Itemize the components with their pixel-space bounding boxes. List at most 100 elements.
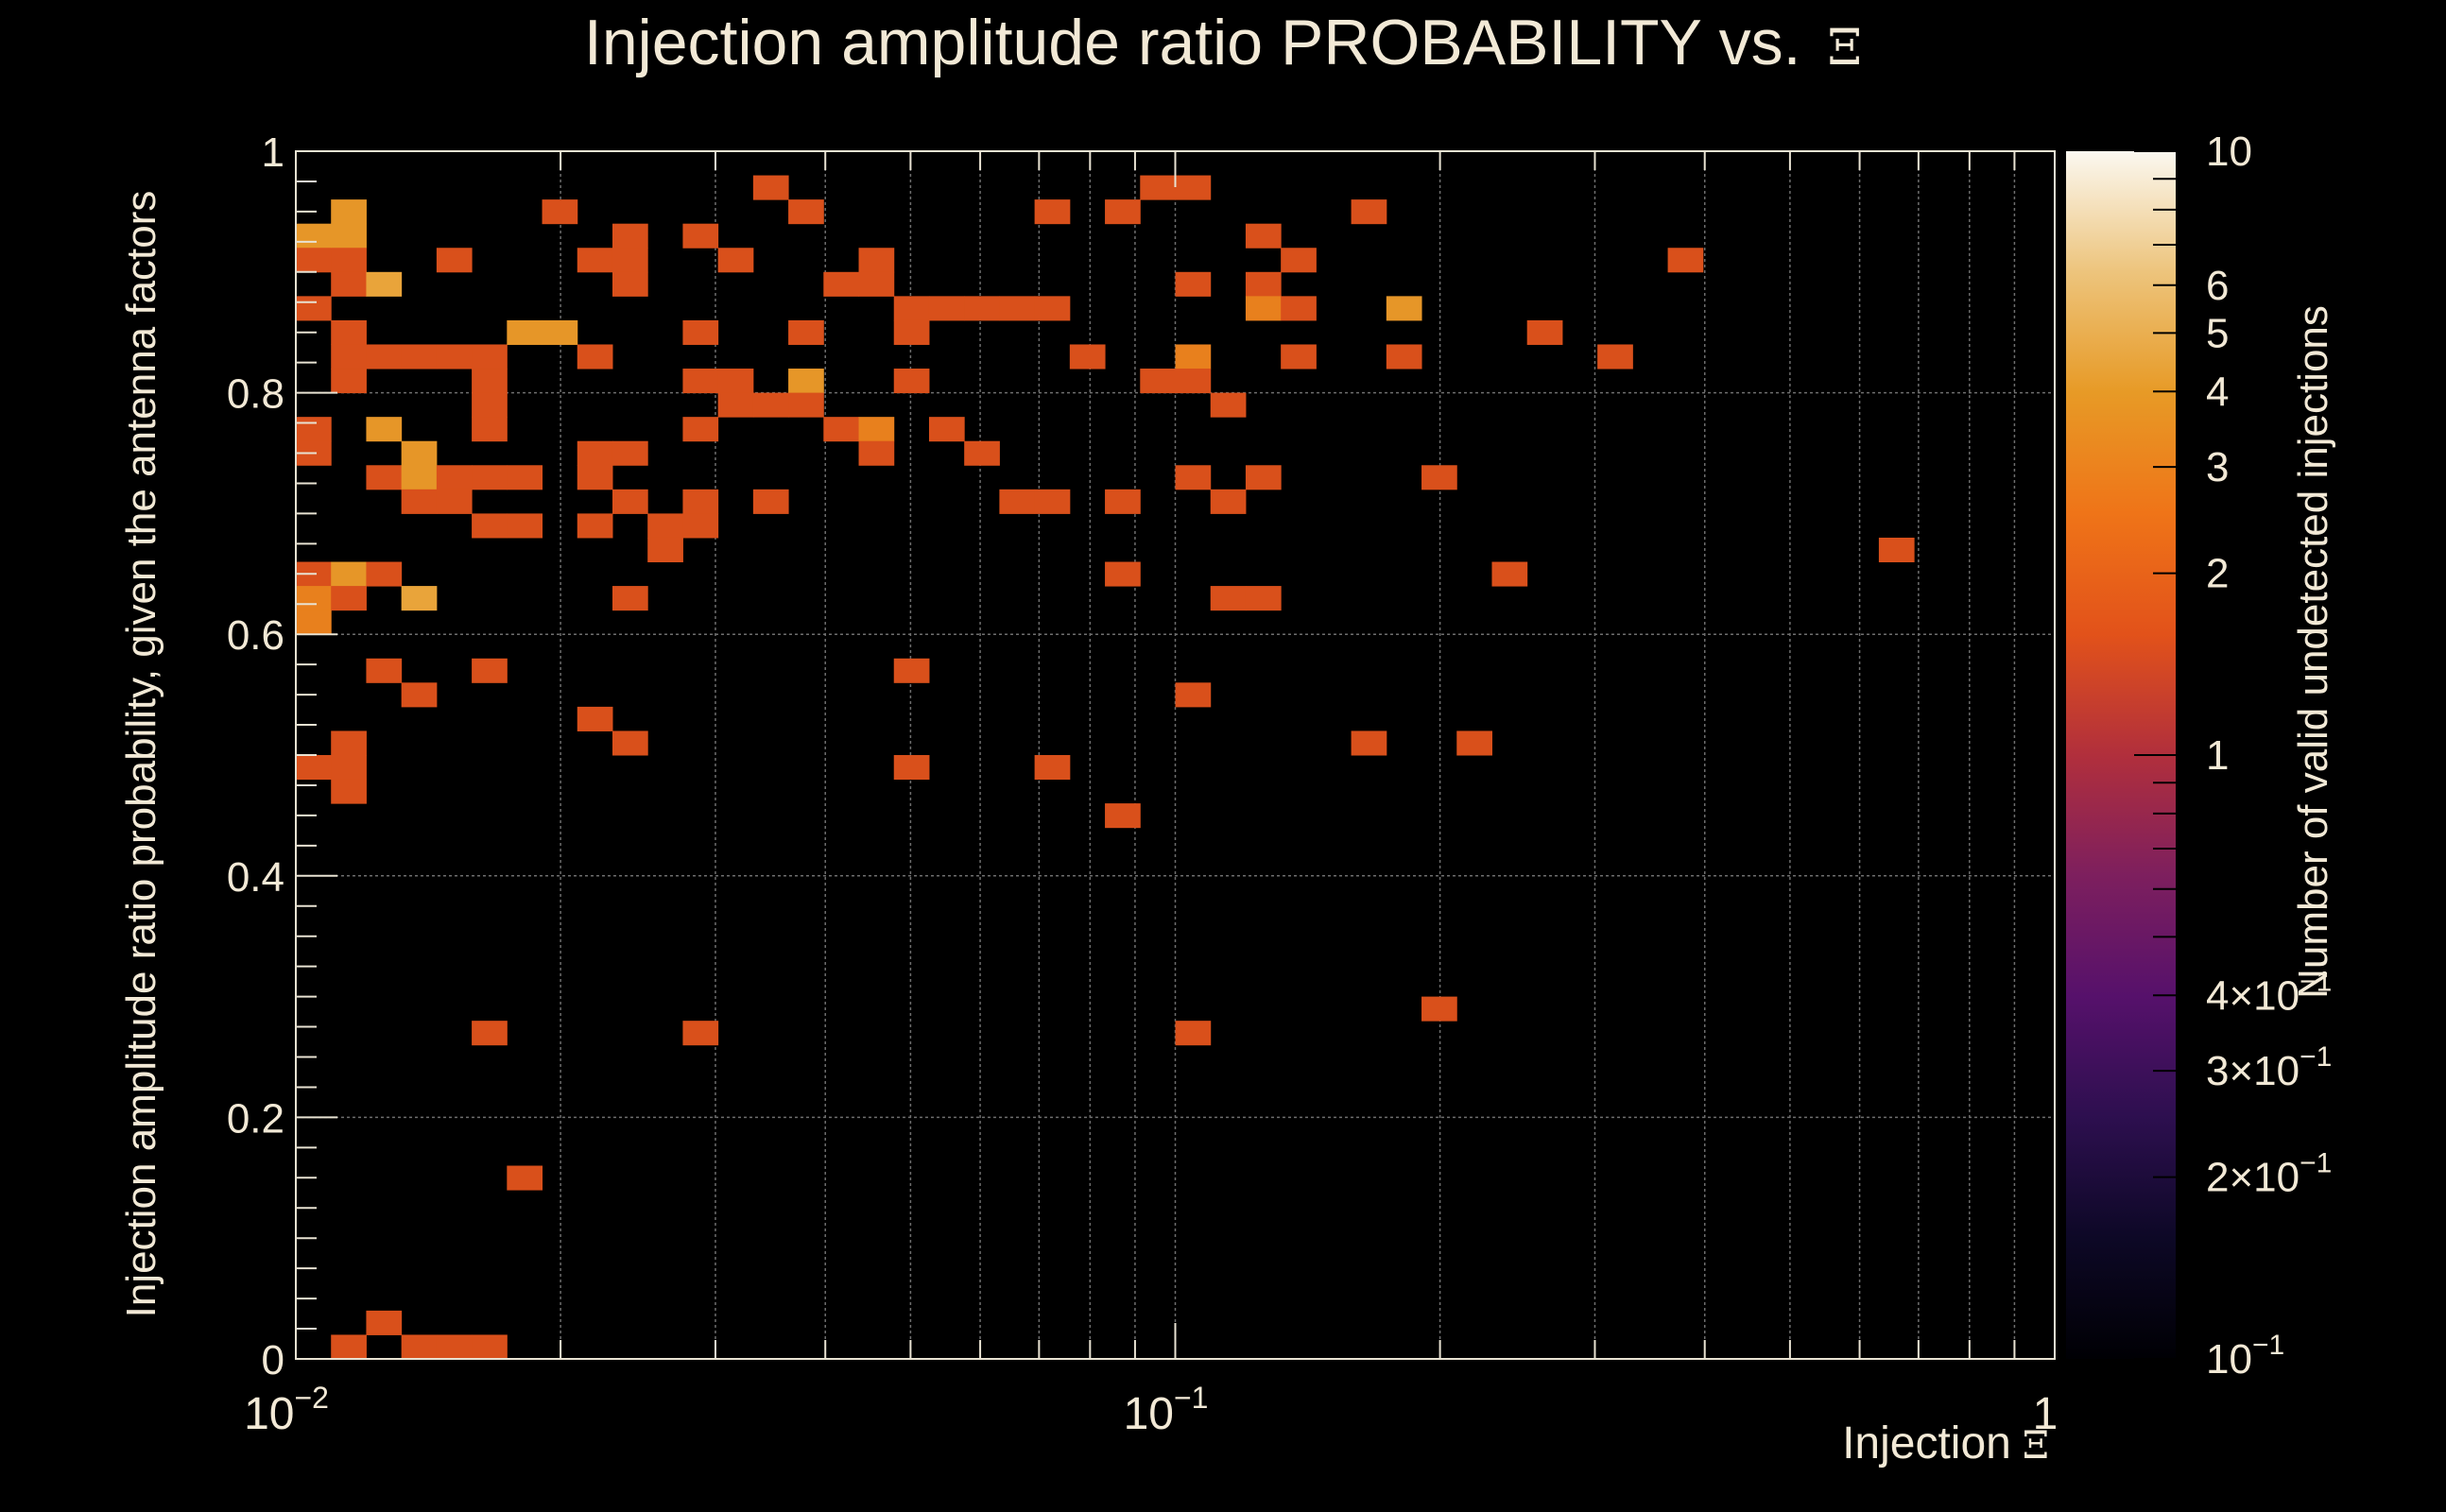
heatmap-cell [612, 489, 648, 514]
heatmap-cell [436, 465, 473, 490]
heatmap-cell [788, 392, 824, 418]
heatmap-cell [331, 248, 367, 273]
colorbar-tick-label: 4 [2206, 369, 2229, 415]
heatmap-cell [1175, 271, 1212, 297]
chart-title: Injection amplitude ratio PROBABILITY vs… [584, 7, 1862, 78]
heatmap-cell [366, 561, 403, 587]
heatmap-cell [366, 344, 403, 369]
heatmap-cell [472, 369, 508, 394]
colorbar-tick-label: 10 [2206, 129, 2252, 175]
heatmap-cell [823, 271, 860, 297]
colorbar-tick-label: 10−1 [2206, 1330, 2284, 1383]
x-tick-labels: 10−2 10−1 1 [244, 1381, 2058, 1439]
heatmap-cell [507, 513, 543, 539]
heatmap-cell [1421, 465, 1457, 490]
heatmap-cell [612, 730, 648, 756]
heatmap-cell [1245, 296, 1282, 321]
heatmap-cell [1878, 537, 1915, 563]
heatmap-cell [1210, 392, 1247, 418]
colorbar-tick-label: 4×10−1 [2206, 966, 2332, 1019]
heatmap-cell [331, 199, 367, 225]
heatmap-cell [893, 369, 930, 394]
heatmap-cell [1245, 586, 1282, 611]
heatmap-cell [331, 779, 367, 804]
heatmap-cell [401, 465, 438, 490]
heatmap-cell [752, 392, 789, 418]
heatmap-cell [472, 417, 508, 442]
heatmap-cell [1034, 199, 1071, 225]
heatmap-cell [296, 610, 332, 635]
heatmap-cell [577, 248, 613, 273]
heatmap-cell [331, 1334, 367, 1360]
heatmap-cell [296, 248, 332, 273]
heatmap-cell [893, 319, 930, 345]
heatmap-cell [436, 344, 473, 369]
heatmap-cell [1105, 803, 1141, 829]
heatmap-cell [752, 175, 789, 200]
heatmap-cell [893, 296, 930, 321]
heatmap-cell [331, 223, 367, 249]
heatmap-cells [296, 175, 1915, 1360]
colorbar-tick-label: 6 [2206, 263, 2229, 309]
heatmap-cell [472, 344, 508, 369]
heatmap-cell [1386, 296, 1422, 321]
heatmap-cell [577, 465, 613, 490]
heatmap-cell [717, 248, 754, 273]
heatmap-cell [366, 1310, 403, 1335]
heatmap-cell [1175, 175, 1212, 200]
heatmap-cell [296, 586, 332, 611]
heatmap-cell [1281, 296, 1317, 321]
heatmap-cell [1034, 755, 1071, 781]
heatmap-cell [296, 296, 332, 321]
heatmap-cell [296, 417, 332, 442]
heatmap-cell [682, 319, 719, 345]
plot-grid [296, 151, 2055, 1359]
heatmap-cell [717, 392, 754, 418]
colorbar-tick-label: 5 [2206, 310, 2229, 356]
heatmap-cell [823, 417, 860, 442]
chart-title-text: Injection amplitude ratio PROBABILITY vs… [584, 7, 1801, 78]
heatmap-cell [682, 417, 719, 442]
heatmap-cell [472, 392, 508, 418]
y-tick-labels: 0 0.2 0.4 0.6 0.8 1 [227, 129, 284, 1383]
heatmap-cell [472, 658, 508, 683]
heatmap-cell [647, 513, 683, 539]
heatmap-cell [1140, 175, 1176, 200]
heatmap-cell [788, 199, 824, 225]
heatmap-cell [472, 1021, 508, 1046]
heatmap-cell [1105, 489, 1141, 514]
y-tick-label: 0.2 [227, 1095, 284, 1142]
heatmap-cell [858, 271, 895, 297]
heatmap-cell [964, 440, 1000, 466]
heatmap-cell [331, 586, 367, 611]
colorbar-tick-labels: 10 65 4 3 2 1 4×10−1 3×10−1 2×10−1 10−1 [2206, 129, 2332, 1383]
heatmap-cell [331, 319, 367, 345]
y-tick-label: 1 [262, 129, 284, 176]
heatmap-cell [507, 319, 543, 345]
colorbar-tick-label: 2 [2206, 551, 2229, 597]
heatmap-cell [964, 296, 1000, 321]
heatmap-cell [612, 223, 648, 249]
heatmap-cell [366, 465, 403, 490]
heatmap-cell [507, 465, 543, 490]
heatmap-cell [999, 489, 1036, 514]
heatmap-cell [1034, 489, 1071, 514]
heatmap-cell [1175, 369, 1212, 394]
heatmap-cell [612, 586, 648, 611]
heatmap-cell [1034, 296, 1071, 321]
heatmap-cell [858, 440, 895, 466]
heatmap-cell [1597, 344, 1633, 369]
heatmap-cell [401, 586, 438, 611]
heatmap-cell [1245, 271, 1282, 297]
heatmap-cell [1386, 344, 1422, 369]
axis-ticks [295, 150, 2016, 1360]
heatmap-cell [577, 513, 613, 539]
heatmap-cell [788, 369, 824, 394]
heatmap-cell [401, 344, 438, 369]
heatmap-cell [472, 465, 508, 490]
heatmap-cell [331, 369, 367, 394]
heatmap-cell [436, 248, 473, 273]
chart-title-symbol: Ξ [1827, 20, 1862, 77]
heatmap-cell [472, 1334, 508, 1360]
